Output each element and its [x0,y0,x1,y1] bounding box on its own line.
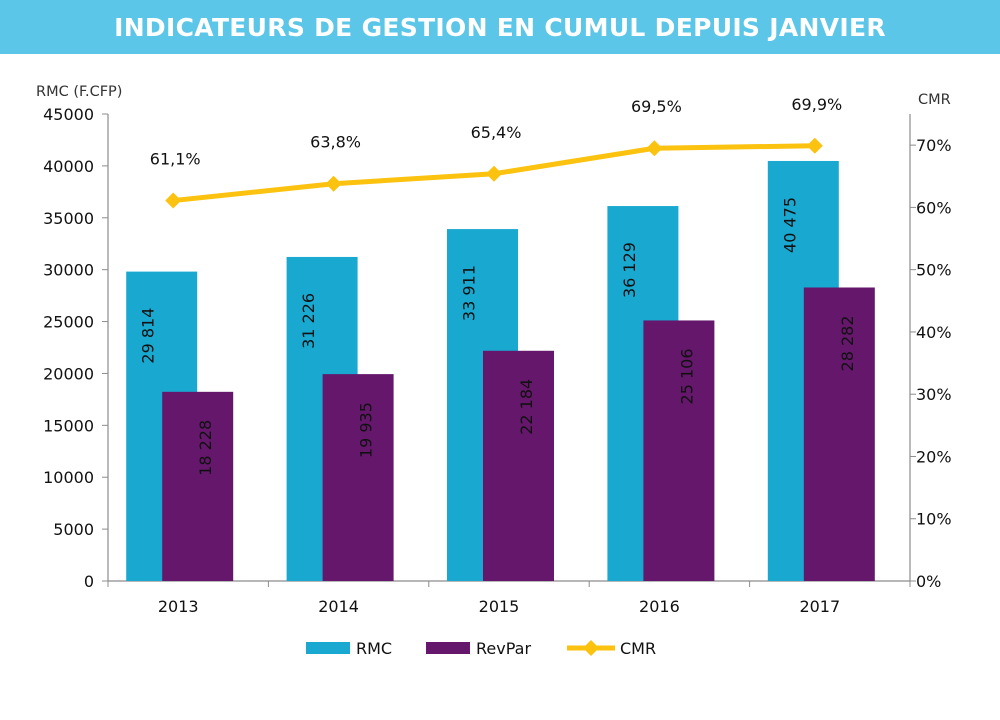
rmc-data-label: 33 911 [460,265,479,321]
legend-swatch-cmr-marker [583,640,599,656]
legend-swatch-rmc [306,642,350,654]
y-tick-label: 45000 [43,105,94,124]
revpar-bar [803,287,875,581]
y2-tick-label: 70% [916,136,952,155]
x-tick-label: 2016 [639,597,680,616]
rmc-data-label: 29 814 [139,308,158,364]
cmr-point [325,175,342,192]
revpar-bar [483,350,554,581]
revpar-bar [162,391,234,581]
cmr-data-label: 69,9% [791,95,842,114]
y-tick-label: 15000 [43,416,94,435]
y-tick-label: 35000 [43,209,94,228]
y-tick-label: 40000 [43,157,94,176]
x-tick-label: 2017 [799,597,840,616]
y2-tick-label: 40% [916,323,952,342]
x-tick-label: 2013 [158,597,199,616]
y2-tick-label: 20% [916,447,952,466]
rmc-data-label: 36 129 [620,242,639,298]
cmr-point [646,140,663,157]
y-tick-label: 0 [84,572,94,591]
header-bar: INDICATEURS DE GESTION EN CUMUL DEPUIS J… [0,0,1000,54]
cmr-data-label: 63,8% [310,133,361,152]
legend-label-cmr: CMR [620,639,656,658]
chart-title: INDICATEURS DE GESTION EN CUMUL DEPUIS J… [114,12,886,42]
cmr-data-label: 65,4% [471,123,522,142]
cmr-point [806,137,823,154]
legend-swatch-revpar [426,642,470,654]
cmr-data-label: 69,5% [631,97,682,116]
cmr-point [165,192,182,209]
legend-label-revpar: RevPar [476,639,531,658]
revpar-data-label: 18 228 [196,420,215,476]
y2-tick-label: 50% [916,261,952,280]
revpar-data-label: 22 184 [517,379,536,435]
y-axis-label: RMC (F.CFP) [36,84,122,100]
y-tick-label: 20000 [43,364,94,383]
y2-tick-label: 30% [916,385,952,404]
legend-label-rmc: RMC [356,639,392,658]
x-tick-label: 2015 [479,597,520,616]
y-tick-label: 25000 [43,313,94,332]
revpar-bar [643,320,715,581]
y2-tick-label: 10% [916,510,952,529]
y2-tick-label: 0% [916,572,941,591]
y2-axis-label: CMR [918,92,951,108]
rmc-data-label: 40 475 [780,197,799,253]
revpar-data-label: 19 935 [357,402,376,458]
y-tick-label: 5000 [53,520,94,539]
x-tick-label: 2014 [318,597,359,616]
y-tick-label: 30000 [43,261,94,280]
y2-tick-label: 60% [916,198,952,217]
rmc-data-label: 31 226 [299,293,318,349]
revpar-bar [322,374,394,581]
cmr-point [486,165,502,182]
revpar-data-label: 28 282 [838,315,857,371]
cmr-data-label: 61,1% [150,150,201,169]
revpar-data-label: 25 106 [677,348,696,404]
y-tick-label: 10000 [43,468,94,487]
